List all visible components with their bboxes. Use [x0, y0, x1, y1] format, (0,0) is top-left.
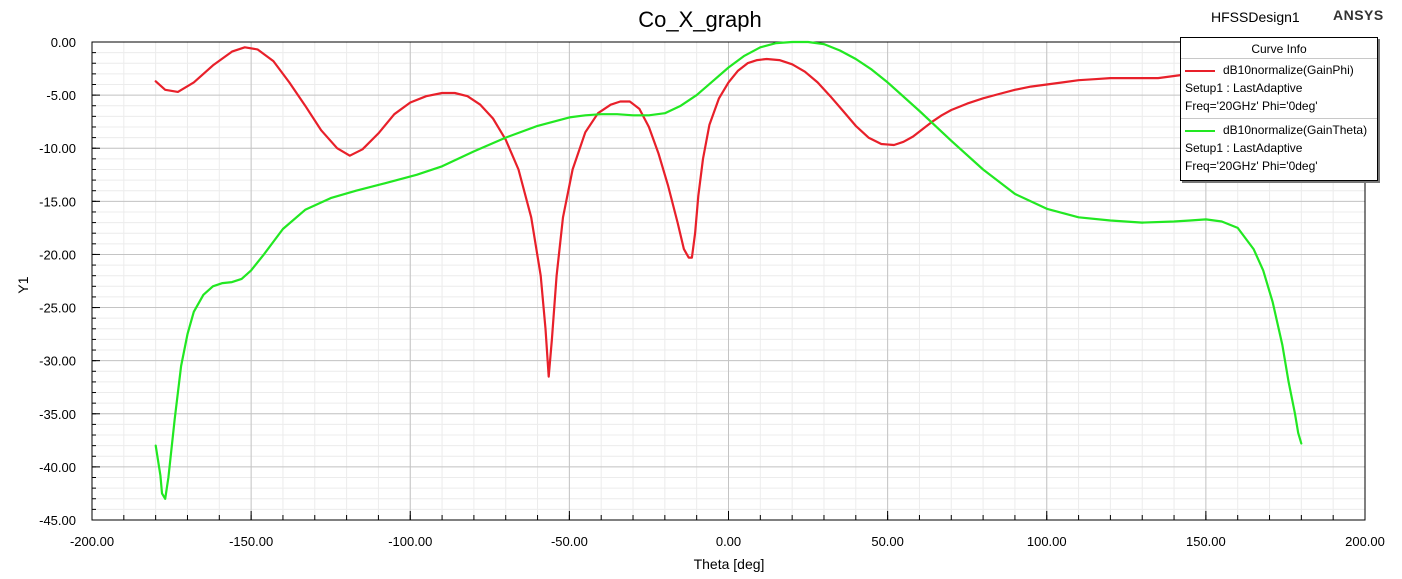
x-tick-label: 100.00: [1027, 534, 1067, 549]
y-tick-label: -35.00: [39, 407, 76, 422]
x-tick-label: -100.00: [388, 534, 432, 549]
legend-freq: Freq='20GHz' Phi='0deg': [1185, 99, 1318, 113]
y-tick-label: -45.00: [39, 513, 76, 528]
series-line-gainphi[interactable]: [154, 46, 1207, 378]
legend-title: Curve Info: [1181, 38, 1377, 59]
x-tick-label: 200.00: [1345, 534, 1385, 549]
x-axis-label: Theta [deg]: [694, 556, 765, 572]
legend-swatch-gaintheta: [1185, 129, 1215, 132]
series-layer: [154, 40, 1303, 500]
legend-freq: Freq='20GHz' Phi='0deg': [1185, 159, 1318, 173]
curve-info-legend[interactable]: Curve Info dB10normalize(GainPhi) Setup1…: [1180, 37, 1378, 181]
x-tick-label: 150.00: [1186, 534, 1226, 549]
legend-series-name: dB10normalize(GainPhi): [1223, 63, 1354, 77]
y-tick-label: 0.00: [51, 35, 76, 50]
x-tick-label: 0.00: [716, 534, 741, 549]
x-tick-label: -200.00: [70, 534, 114, 549]
y-tick-label: -20.00: [39, 247, 76, 262]
y-axis-tick-labels: 0.00 -5.00 -10.00 -15.00 -20.00 -25.00 -30.00 -…: [39, 35, 76, 528]
y-tick-label: -30.00: [39, 354, 76, 369]
y-tick-label: -25.00: [39, 301, 76, 316]
legend-swatch-gainphi: [1185, 69, 1215, 72]
x-tick-label: 50.00: [871, 534, 904, 549]
chart-title: Co_X_graph: [638, 7, 762, 32]
x-tick-label: -50.00: [551, 534, 588, 549]
y-axis-label: Y1: [15, 276, 31, 293]
legend-setup: Setup1 : LastAdaptive: [1185, 141, 1303, 155]
y-tick-label: -15.00: [39, 194, 76, 209]
design-name: HFSSDesign1: [1211, 9, 1300, 25]
legend-series-name: dB10normalize(GainTheta): [1223, 123, 1368, 137]
y-tick-label: -40.00: [39, 460, 76, 475]
legend-entry-gaintheta[interactable]: dB10normalize(GainTheta) Setup1 : LastAd…: [1181, 118, 1377, 178]
x-axis-ticks: [91, 511, 1366, 520]
series-line-gaintheta[interactable]: [154, 40, 1303, 500]
y-axis-ticks: [92, 41, 100, 521]
legend-setup: Setup1 : LastAdaptive: [1185, 81, 1303, 95]
x-tick-label: -150.00: [229, 534, 273, 549]
y-tick-label: -10.00: [39, 141, 76, 156]
y-tick-label: -5.00: [46, 88, 76, 103]
legend-entry-gainphi[interactable]: dB10normalize(GainPhi) Setup1 : LastAdap…: [1181, 59, 1377, 118]
ansys-logo: ANSYS: [1333, 7, 1384, 23]
x-axis-tick-labels: -200.00 -150.00 -100.00 -50.00 0.00 50.00 100.…: [70, 534, 1385, 549]
